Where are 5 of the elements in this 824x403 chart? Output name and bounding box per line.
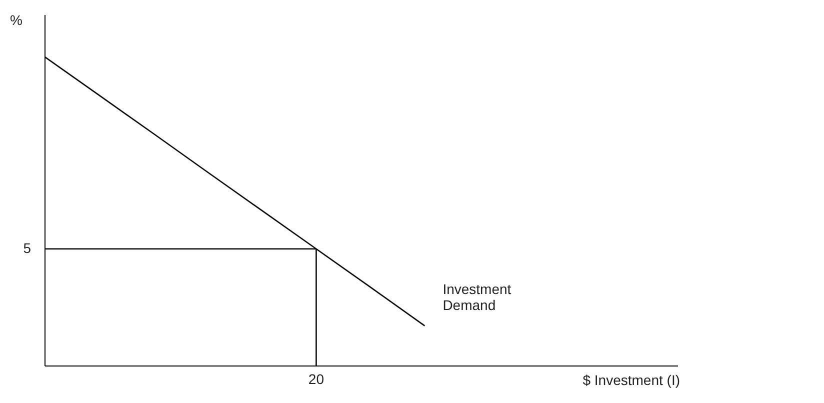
text: 20 [308,371,324,387]
annotation: Investment Demand [442,280,512,313]
text: $ Investment (I) [582,372,680,388]
y-axis-title: % [10,12,22,28]
annotation: 5 [23,240,31,256]
